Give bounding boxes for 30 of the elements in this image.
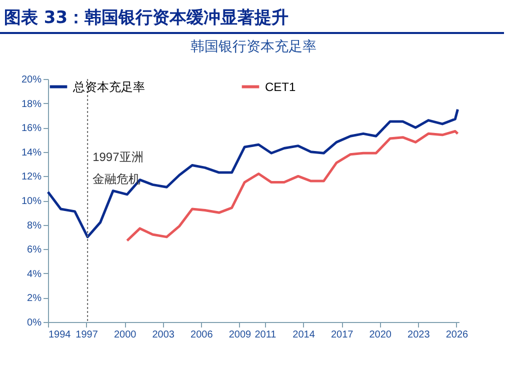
chart-subtitle: 韩国银行资本充足率 — [190, 38, 316, 54]
y-tick-label: 10% — [21, 196, 42, 207]
y-tick-label: 20% — [21, 74, 42, 86]
legend-label: CET1 — [265, 80, 296, 94]
x-tick-label: 2009 — [228, 330, 252, 340]
y-tick-label: 0% — [27, 318, 42, 328]
y-tick-label: 6% — [27, 244, 42, 256]
x-tick-label: 1997 — [76, 330, 98, 340]
x-tick-label: 2014 — [292, 330, 316, 340]
x-tick-label: 2000 — [114, 330, 137, 340]
x-tick-label: 2003 — [152, 330, 175, 340]
x-tick-label: 2011 — [254, 330, 277, 340]
y-tick-label: 8% — [27, 220, 42, 232]
x-tick-label: 2023 — [408, 330, 430, 340]
x-tick-label: 2026 — [446, 330, 469, 340]
y-tick-label: 4% — [27, 268, 42, 280]
chart-title: 图表 33：韩国银行资本缓冲显著提升 — [0, 0, 504, 34]
y-tick-label: 16% — [21, 123, 42, 134]
y-tick-label: 2% — [27, 293, 42, 304]
y-tick-label: 12% — [21, 172, 42, 183]
ref-line-label: 1997亚洲 — [92, 150, 144, 164]
x-tick-label: 2006 — [190, 330, 214, 340]
annotation: 金融危机 — [92, 172, 141, 186]
x-tick-label: 2020 — [369, 330, 392, 340]
x-tick-label: 1994 — [48, 330, 72, 340]
y-tick-label: 18% — [21, 98, 42, 110]
line-series — [46, 108, 459, 238]
y-tick-label: 14% — [21, 147, 42, 158]
x-tick-label: 2017 — [330, 330, 354, 340]
legend-label: 总资本充足率 — [72, 80, 145, 94]
